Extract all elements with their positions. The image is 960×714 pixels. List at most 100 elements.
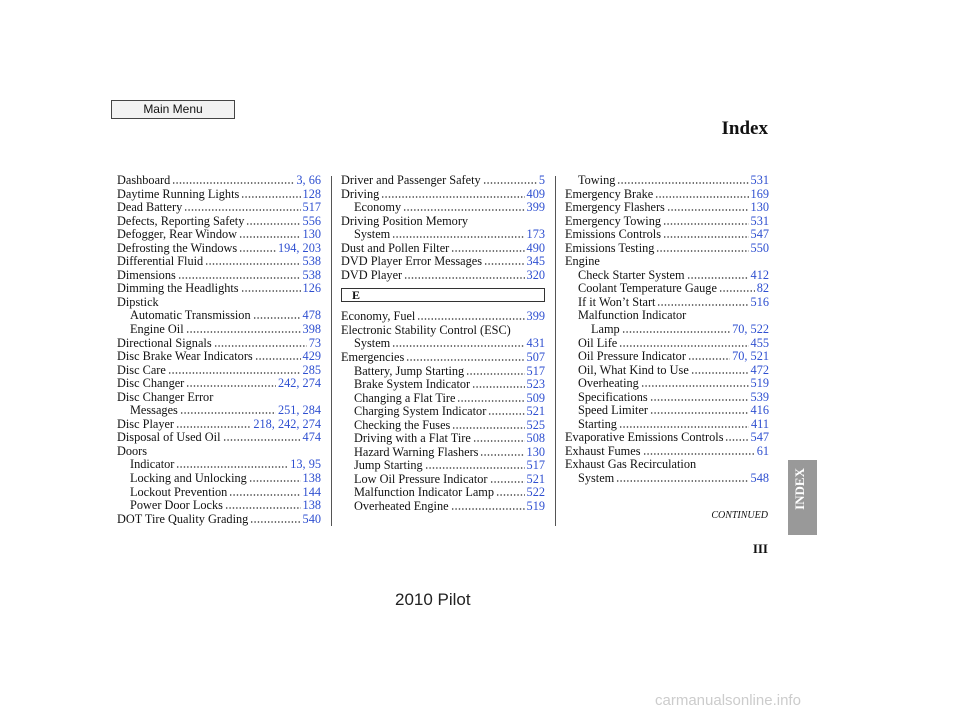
page-link[interactable]: 547 bbox=[750, 430, 769, 445]
page-link[interactable]: 409 bbox=[526, 186, 545, 201]
page-link[interactable]: 517 bbox=[302, 200, 321, 215]
entry-text: Hazard Warning Flashers bbox=[354, 444, 479, 459]
page-link[interactable]: 61 bbox=[756, 443, 769, 458]
page-link[interactable]: 523 bbox=[526, 377, 545, 392]
dot-leader bbox=[248, 473, 301, 483]
page-link[interactable]: 126 bbox=[302, 281, 321, 296]
dot-leader bbox=[381, 188, 525, 198]
page-link[interactable]: 416 bbox=[750, 403, 769, 418]
page-link[interactable]: 429 bbox=[302, 349, 321, 364]
page-link[interactable]: 472 bbox=[750, 362, 769, 377]
page-link[interactable]: 539 bbox=[750, 389, 769, 404]
page-link[interactable]: 474 bbox=[302, 430, 321, 445]
page-link[interactable]: 169 bbox=[750, 186, 769, 201]
page-link[interactable]: 507 bbox=[526, 350, 545, 365]
index-entry: Dimming the Headlights 126 bbox=[117, 282, 321, 296]
dot-leader bbox=[496, 487, 525, 497]
page-link[interactable]: 82 bbox=[756, 281, 769, 296]
page-link[interactable]: 399 bbox=[526, 309, 545, 324]
index-entry: Doors bbox=[117, 444, 321, 459]
page-link[interactable]: 516 bbox=[750, 294, 769, 309]
page-link[interactable]: 138 bbox=[302, 471, 321, 486]
page-link[interactable]: 130 bbox=[526, 444, 545, 459]
entry-text: Overheated Engine bbox=[354, 499, 449, 514]
page-link[interactable]: 517 bbox=[526, 363, 545, 378]
tab-label: INDEX bbox=[792, 468, 807, 510]
section-tab[interactable]: INDEX bbox=[788, 460, 817, 535]
page-link[interactable]: 556 bbox=[302, 213, 321, 228]
dot-leader bbox=[172, 175, 295, 184]
index-entry: Starting 411 bbox=[565, 416, 769, 432]
page-link[interactable]: 431 bbox=[526, 336, 545, 351]
dot-leader bbox=[184, 202, 301, 212]
page-link[interactable]: 251, 284 bbox=[277, 403, 321, 418]
entry-text: Changing a Flat Tire bbox=[354, 390, 456, 405]
index-entry: Oil, What Kind to Use 472 bbox=[565, 362, 769, 378]
page-link[interactable]: 194, 203 bbox=[277, 240, 321, 255]
page-link[interactable]: 519 bbox=[750, 376, 769, 391]
page-link[interactable]: 538 bbox=[302, 267, 321, 282]
page-link[interactable]: 517 bbox=[526, 458, 545, 473]
page-link[interactable]: 525 bbox=[526, 417, 545, 432]
page-link[interactable]: 398 bbox=[302, 322, 321, 337]
dot-leader bbox=[239, 229, 301, 239]
page-link[interactable]: 521 bbox=[526, 404, 545, 419]
page-link[interactable]: 70, 521 bbox=[732, 349, 769, 364]
page-link[interactable]: 538 bbox=[302, 254, 321, 269]
page-link[interactable]: 242, 274 bbox=[277, 376, 321, 391]
page-link[interactable]: 411 bbox=[751, 416, 769, 431]
page-link[interactable]: 138 bbox=[302, 498, 321, 513]
page-link[interactable]: 5 bbox=[538, 173, 545, 187]
page-link[interactable]: 130 bbox=[302, 227, 321, 242]
page-link[interactable]: 490 bbox=[526, 240, 545, 255]
page-link[interactable]: 509 bbox=[526, 390, 545, 405]
dot-leader bbox=[240, 283, 301, 293]
page-link[interactable]: 13, 95 bbox=[290, 457, 321, 472]
index-entry: Defects, Reporting Safety 556 bbox=[117, 213, 321, 229]
page-link[interactable]: 521 bbox=[526, 471, 545, 486]
entry-text: Exhaust Fumes bbox=[565, 443, 641, 458]
dot-leader bbox=[222, 432, 301, 442]
page-link[interactable]: 320 bbox=[526, 267, 545, 282]
entry-text: Directional Signals bbox=[117, 335, 212, 350]
page-link[interactable]: 3, 66 bbox=[296, 173, 321, 187]
entry-text: Automatic Transmission bbox=[130, 308, 251, 323]
page-link[interactable]: 531 bbox=[750, 173, 769, 187]
dot-leader bbox=[617, 175, 749, 184]
page-link[interactable]: 455 bbox=[750, 335, 769, 350]
index-entry: Messages 251, 284 bbox=[117, 404, 321, 418]
dot-leader bbox=[488, 406, 525, 416]
index-entry: Electronic Stability Control (ESC) bbox=[341, 322, 545, 338]
page-link[interactable]: 548 bbox=[750, 471, 769, 486]
page-link[interactable]: 399 bbox=[526, 200, 545, 215]
entry-text: Electronic Stability Control (ESC) bbox=[341, 322, 511, 337]
page-link[interactable]: 531 bbox=[750, 213, 769, 228]
page-link[interactable]: 70, 522 bbox=[732, 322, 769, 337]
index-column: Towing 531 Emergency Brake 169 Emergency Fla… bbox=[565, 173, 769, 486]
page-link[interactable]: 522 bbox=[526, 485, 545, 500]
page-link[interactable]: 412 bbox=[750, 267, 769, 282]
page-link[interactable]: 540 bbox=[302, 511, 321, 526]
page-link[interactable]: 550 bbox=[750, 240, 769, 255]
page-link[interactable]: 547 bbox=[750, 227, 769, 242]
page-link[interactable]: 73 bbox=[308, 335, 321, 350]
page-link[interactable]: 345 bbox=[526, 254, 545, 269]
page-link[interactable]: 144 bbox=[302, 484, 321, 499]
dot-leader bbox=[213, 337, 307, 347]
index-entry: Locking and Unlocking 138 bbox=[117, 471, 321, 486]
index-entry: Coolant Temperature Gauge 82 bbox=[565, 282, 769, 296]
page-link[interactable]: 173 bbox=[526, 227, 545, 242]
entry-text: Overheating bbox=[578, 376, 639, 391]
index-entry: Emergency Brake 169 bbox=[565, 186, 769, 202]
index-entry: DVD Player Error Messages 345 bbox=[341, 255, 545, 269]
main-menu-button[interactable]: Main Menu bbox=[111, 100, 235, 119]
page-link[interactable]: 218, 242, 274 bbox=[253, 416, 321, 431]
page-link[interactable]: 128 bbox=[302, 186, 321, 201]
page-link[interactable]: 508 bbox=[526, 431, 545, 446]
page-link[interactable]: 519 bbox=[526, 499, 545, 514]
page-link[interactable]: 285 bbox=[302, 362, 321, 377]
page-link[interactable]: 478 bbox=[302, 308, 321, 323]
page-link[interactable]: 130 bbox=[750, 200, 769, 215]
entry-text: Malfunction Indicator bbox=[578, 308, 687, 323]
